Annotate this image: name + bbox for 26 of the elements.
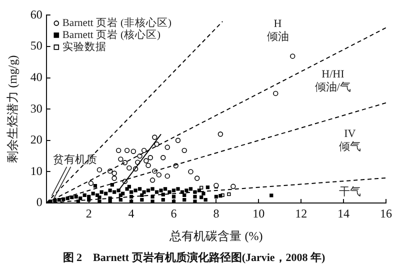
x-tick-label: 6 bbox=[170, 206, 177, 220]
x-tick-label: 10 bbox=[252, 206, 265, 220]
annotation: H/HI 倾油/气 bbox=[314, 68, 351, 94]
legend-label: 实验数据 bbox=[62, 40, 106, 53]
y-tick-label: 20 bbox=[30, 132, 42, 147]
text: 图 2 Barnett 页岩有机质演化路径图(Jarvie，2008 年) bbox=[62, 251, 326, 264]
x-tick-label: 16 bbox=[380, 206, 392, 220]
legend-label: Barnett 页岩 (非核心区) bbox=[62, 16, 172, 29]
y-tick-label: 40 bbox=[30, 70, 42, 84]
y-tick-label: 50 bbox=[30, 38, 42, 53]
x-tick-label: 14 bbox=[338, 206, 350, 220]
y-tick-label: 30 bbox=[30, 101, 42, 116]
annotation: 干气 bbox=[338, 186, 361, 198]
annotation: IV 倾气 bbox=[338, 128, 361, 153]
annotation: H 倾油 bbox=[266, 18, 289, 44]
x-tick-label: 2 bbox=[86, 206, 92, 220]
x-tick-label: 12 bbox=[295, 206, 308, 220]
y-tick-label: 0 bbox=[36, 195, 42, 210]
legend-label: Barnett 页岩 (核心区) bbox=[62, 28, 162, 41]
x-tick-label: 8 bbox=[213, 206, 220, 220]
y-tick-label: 60 bbox=[30, 7, 42, 22]
y-tick-label: 10 bbox=[30, 164, 42, 178]
x-axis-title: 总有机碳含量 (%) bbox=[168, 228, 263, 243]
annotation: 贫有机质 bbox=[52, 152, 97, 166]
y-axis-title: 剩余生烃潜力 (mg/g) bbox=[5, 55, 20, 163]
x-tick-label: 4 bbox=[128, 206, 134, 220]
